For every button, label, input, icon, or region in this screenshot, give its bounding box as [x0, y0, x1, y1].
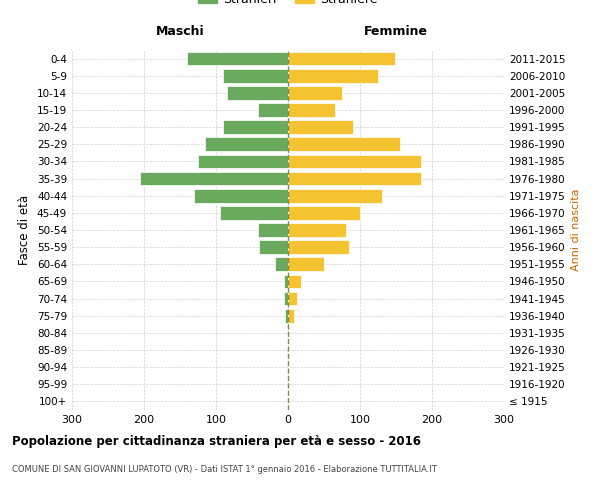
Text: Popolazione per cittadinanza straniera per età e sesso - 2016: Popolazione per cittadinanza straniera p…: [12, 435, 421, 448]
Bar: [288, 52, 395, 66]
Bar: [288, 120, 353, 134]
Text: Maschi: Maschi: [155, 24, 205, 38]
Bar: [258, 223, 288, 237]
Bar: [288, 309, 294, 322]
Bar: [288, 172, 421, 185]
Bar: [284, 292, 288, 306]
Bar: [285, 309, 288, 322]
Bar: [288, 86, 342, 100]
Bar: [288, 138, 400, 151]
Bar: [223, 120, 288, 134]
Bar: [140, 172, 288, 185]
Text: COMUNE DI SAN GIOVANNI LUPATOTO (VR) - Dati ISTAT 1° gennaio 2016 - Elaborazione: COMUNE DI SAN GIOVANNI LUPATOTO (VR) - D…: [12, 465, 437, 474]
Bar: [258, 103, 288, 117]
Bar: [284, 274, 288, 288]
Bar: [223, 69, 288, 82]
Bar: [288, 206, 360, 220]
Bar: [275, 258, 288, 271]
Bar: [288, 103, 335, 117]
Bar: [187, 52, 288, 66]
Bar: [288, 292, 296, 306]
Bar: [288, 223, 346, 237]
Bar: [227, 86, 288, 100]
Bar: [288, 154, 421, 168]
Y-axis label: Fasce di età: Fasce di età: [19, 195, 31, 265]
Bar: [288, 274, 301, 288]
Bar: [205, 138, 288, 151]
Bar: [220, 206, 288, 220]
Legend: Stranieri, Straniere: Stranieri, Straniere: [193, 0, 383, 12]
Y-axis label: Anni di nascita: Anni di nascita: [571, 188, 581, 271]
Bar: [259, 240, 288, 254]
Bar: [288, 258, 324, 271]
Bar: [198, 154, 288, 168]
Bar: [288, 69, 378, 82]
Bar: [288, 240, 349, 254]
Bar: [288, 189, 382, 202]
Bar: [194, 189, 288, 202]
Text: Femmine: Femmine: [364, 24, 428, 38]
